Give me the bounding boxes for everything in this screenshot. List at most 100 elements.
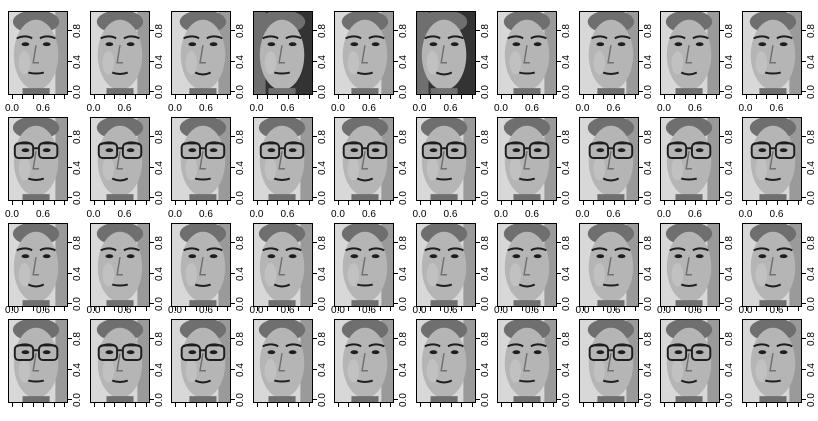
x-axis-tick (766, 307, 767, 311)
face-thumbnail-r4-c4: 0.0 0.4 0.8 0.0 0.6 (245, 319, 326, 419)
x-axis-tick (135, 201, 136, 205)
x-axis-tick (603, 403, 604, 407)
face-thumbnail-r1-c3: 0.0 0.4 0.8 (163, 11, 244, 111)
x-axis-label: 0.0 (413, 104, 427, 114)
x-axis-tick (196, 95, 197, 99)
x-axis-tick (359, 307, 360, 311)
y-axis-tick (150, 136, 154, 137)
y-axis-tick (639, 273, 643, 274)
x-axis-label: 0.0 (5, 306, 19, 316)
x-axis-label: 0.0 (494, 104, 508, 114)
face-image (416, 117, 476, 201)
x-axis-tick (309, 307, 310, 311)
x-axis-tick (593, 95, 594, 99)
x-axis-label: 0.6 (688, 104, 702, 114)
y-axis-tick (313, 136, 317, 137)
face-image (497, 319, 557, 403)
y-axis-label: 0.0 (807, 393, 817, 407)
y-axis-tick (802, 303, 806, 304)
x-axis-tick (94, 403, 95, 407)
x-axis-tick (624, 95, 625, 99)
x-axis-tick (359, 403, 360, 407)
face-image (8, 11, 68, 95)
x-axis-tick (309, 403, 310, 407)
x-axis-tick (603, 201, 604, 205)
x-axis-tick (114, 95, 115, 99)
x-axis-tick (511, 201, 512, 205)
face-image (253, 319, 313, 403)
y-axis-label: 0.0 (807, 85, 817, 99)
face-image (334, 117, 394, 201)
x-axis-tick (798, 403, 799, 407)
x-axis-label: 0.6 (36, 104, 50, 114)
x-axis-tick (217, 201, 218, 205)
x-axis-tick (22, 201, 23, 205)
face-thumbnail-r1-c7: 0.0 0.4 0.8 (489, 11, 570, 111)
x-axis-tick (277, 307, 278, 311)
x-axis-tick (206, 95, 207, 99)
face-image (416, 11, 476, 95)
x-axis-label: 0.6 (770, 306, 784, 316)
x-axis-tick (185, 201, 186, 205)
y-axis-tick (150, 91, 154, 92)
x-axis-tick (22, 95, 23, 99)
x-axis-tick (543, 201, 544, 205)
y-axis-label: 0.8 (807, 24, 817, 38)
x-axis-tick (440, 201, 441, 205)
x-axis-tick (267, 201, 268, 205)
face-image (416, 223, 476, 307)
face-image (90, 117, 150, 201)
face-image (334, 319, 394, 403)
x-axis-tick (267, 95, 268, 99)
x-axis-label: 0.6 (199, 306, 213, 316)
x-axis-tick (624, 307, 625, 311)
face-image (8, 319, 68, 403)
y-axis-tick (476, 273, 480, 274)
x-axis-tick (348, 201, 349, 205)
x-axis-tick (217, 307, 218, 311)
y-axis-tick (802, 61, 806, 62)
x-axis-tick (501, 95, 502, 99)
x-axis-tick (227, 403, 228, 407)
face-image (8, 223, 68, 307)
y-axis-label: 0.8 (807, 332, 817, 346)
x-axis-tick (22, 307, 23, 311)
x-axis-label: 0.0 (5, 210, 19, 220)
y-axis-tick (802, 369, 806, 370)
x-axis-tick (543, 403, 544, 407)
face-image (660, 319, 720, 403)
x-axis-tick (440, 307, 441, 311)
x-axis-tick (664, 201, 665, 205)
x-axis-tick (787, 307, 788, 311)
x-axis-tick (501, 403, 502, 407)
x-axis-tick (553, 201, 554, 205)
face-thumbnail-r1-c5: 0.0 0.4 0.8 (326, 11, 407, 111)
y-axis-tick (802, 30, 806, 31)
x-axis-tick (451, 403, 452, 407)
x-axis-label: 0.6 (118, 306, 132, 316)
face-thumbnail-r2-c7: 0.0 0.4 0.8 0.0 0.6 (489, 117, 570, 217)
x-axis-tick (766, 201, 767, 205)
y-axis-label: 0.4 (807, 267, 817, 281)
x-axis-label: 0.6 (362, 306, 376, 316)
x-axis-label: 0.6 (770, 104, 784, 114)
x-axis-tick (217, 95, 218, 99)
x-axis-tick (614, 201, 615, 205)
face-thumbnail-r1-c4: 0.0 0.4 0.8 (245, 11, 326, 111)
x-axis-tick (43, 201, 44, 205)
x-axis-tick (440, 95, 441, 99)
y-axis-tick (313, 167, 317, 168)
x-axis-tick (12, 95, 13, 99)
x-axis-tick (583, 95, 584, 99)
x-axis-tick (135, 403, 136, 407)
face-image (253, 117, 313, 201)
x-axis-tick (420, 201, 421, 205)
x-axis-tick (440, 403, 441, 407)
face-thumbnail-r4-c7: 0.0 0.4 0.8 0.0 0.6 (489, 319, 570, 419)
x-axis-tick (522, 403, 523, 407)
x-axis-tick (380, 403, 381, 407)
x-axis-tick (635, 201, 636, 205)
x-axis-tick (451, 201, 452, 205)
face-thumbnail-r2-c6: 0.0 0.4 0.8 0.0 0.6 (408, 117, 489, 217)
x-axis-tick (603, 95, 604, 99)
